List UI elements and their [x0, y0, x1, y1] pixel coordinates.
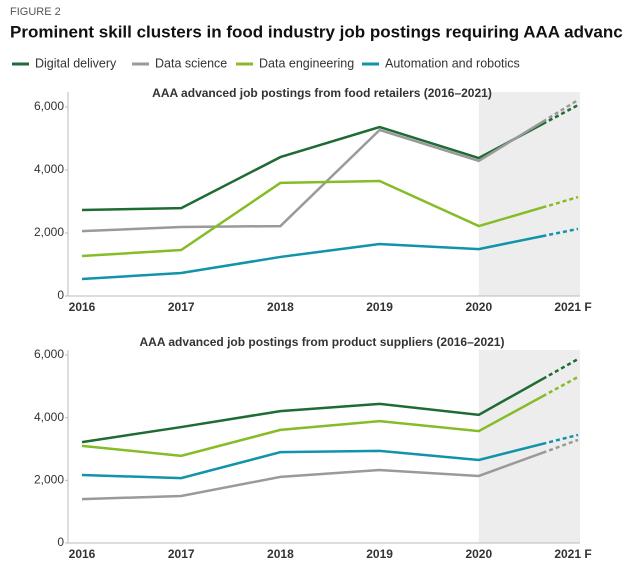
y-tick-label: 4,000: [34, 410, 64, 424]
x-tick-label: 2021 F: [554, 547, 591, 561]
y-tick-label: 0: [57, 288, 64, 302]
x-tick-label: 2018: [267, 547, 294, 561]
x-tick-label: 2016: [69, 300, 96, 314]
y-tick-label: 2,000: [34, 473, 64, 487]
x-tick-label: 2020: [465, 300, 492, 314]
x-tick-label: 2017: [168, 300, 195, 314]
figure-label: FIGURE 2: [10, 6, 61, 18]
x-tick-label: 2019: [366, 547, 393, 561]
legend-label: Digital delivery: [35, 56, 117, 70]
series-line: [81, 104, 579, 212]
series-line: [81, 375, 579, 458]
x-tick-label: 2021 F: [554, 300, 591, 314]
y-tick-label: 4,000: [34, 162, 64, 176]
series-line: [81, 438, 579, 501]
x-tick-label: 2016: [69, 547, 96, 561]
chart-title: Prominent skill clusters in food industr…: [10, 22, 623, 41]
legend-label: Data engineering: [259, 56, 354, 70]
y-tick-label: 2,000: [34, 225, 64, 239]
x-tick-label: 2018: [267, 300, 294, 314]
x-tick-label: 2017: [168, 547, 195, 561]
series-line: [81, 357, 579, 444]
forecast-shade: [478, 92, 580, 296]
chart-subtitle: AAA advanced job postings from product s…: [140, 335, 505, 349]
x-tick-label: 2020: [465, 547, 492, 561]
chart-subtitle: AAA advanced job postings from food reta…: [152, 86, 492, 100]
x-tick-label: 2019: [366, 300, 393, 314]
series-line: [81, 227, 579, 281]
y-tick-label: 6,000: [34, 347, 64, 361]
legend-label: Automation and robotics: [385, 56, 520, 70]
y-tick-label: 6,000: [34, 99, 64, 113]
legend-label: Data science: [155, 56, 227, 70]
series-line: [81, 99, 579, 233]
series-line: [81, 179, 579, 258]
series-line: [81, 433, 579, 480]
y-tick-label: 0: [57, 535, 64, 549]
